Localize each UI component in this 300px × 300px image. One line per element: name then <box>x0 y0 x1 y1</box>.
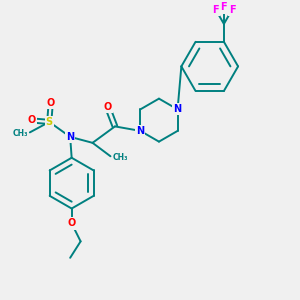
Text: O: O <box>68 218 76 229</box>
Text: CH₃: CH₃ <box>112 153 128 162</box>
Text: N: N <box>173 104 181 114</box>
Text: O: O <box>103 102 112 112</box>
Text: F: F <box>212 5 219 15</box>
Text: F: F <box>229 5 236 15</box>
Text: O: O <box>27 116 35 125</box>
Text: N: N <box>66 132 74 142</box>
Text: S: S <box>46 117 53 127</box>
Text: CH₃: CH₃ <box>13 129 28 138</box>
Text: F: F <box>220 2 227 13</box>
Text: N: N <box>136 126 144 136</box>
Text: O: O <box>46 98 55 107</box>
